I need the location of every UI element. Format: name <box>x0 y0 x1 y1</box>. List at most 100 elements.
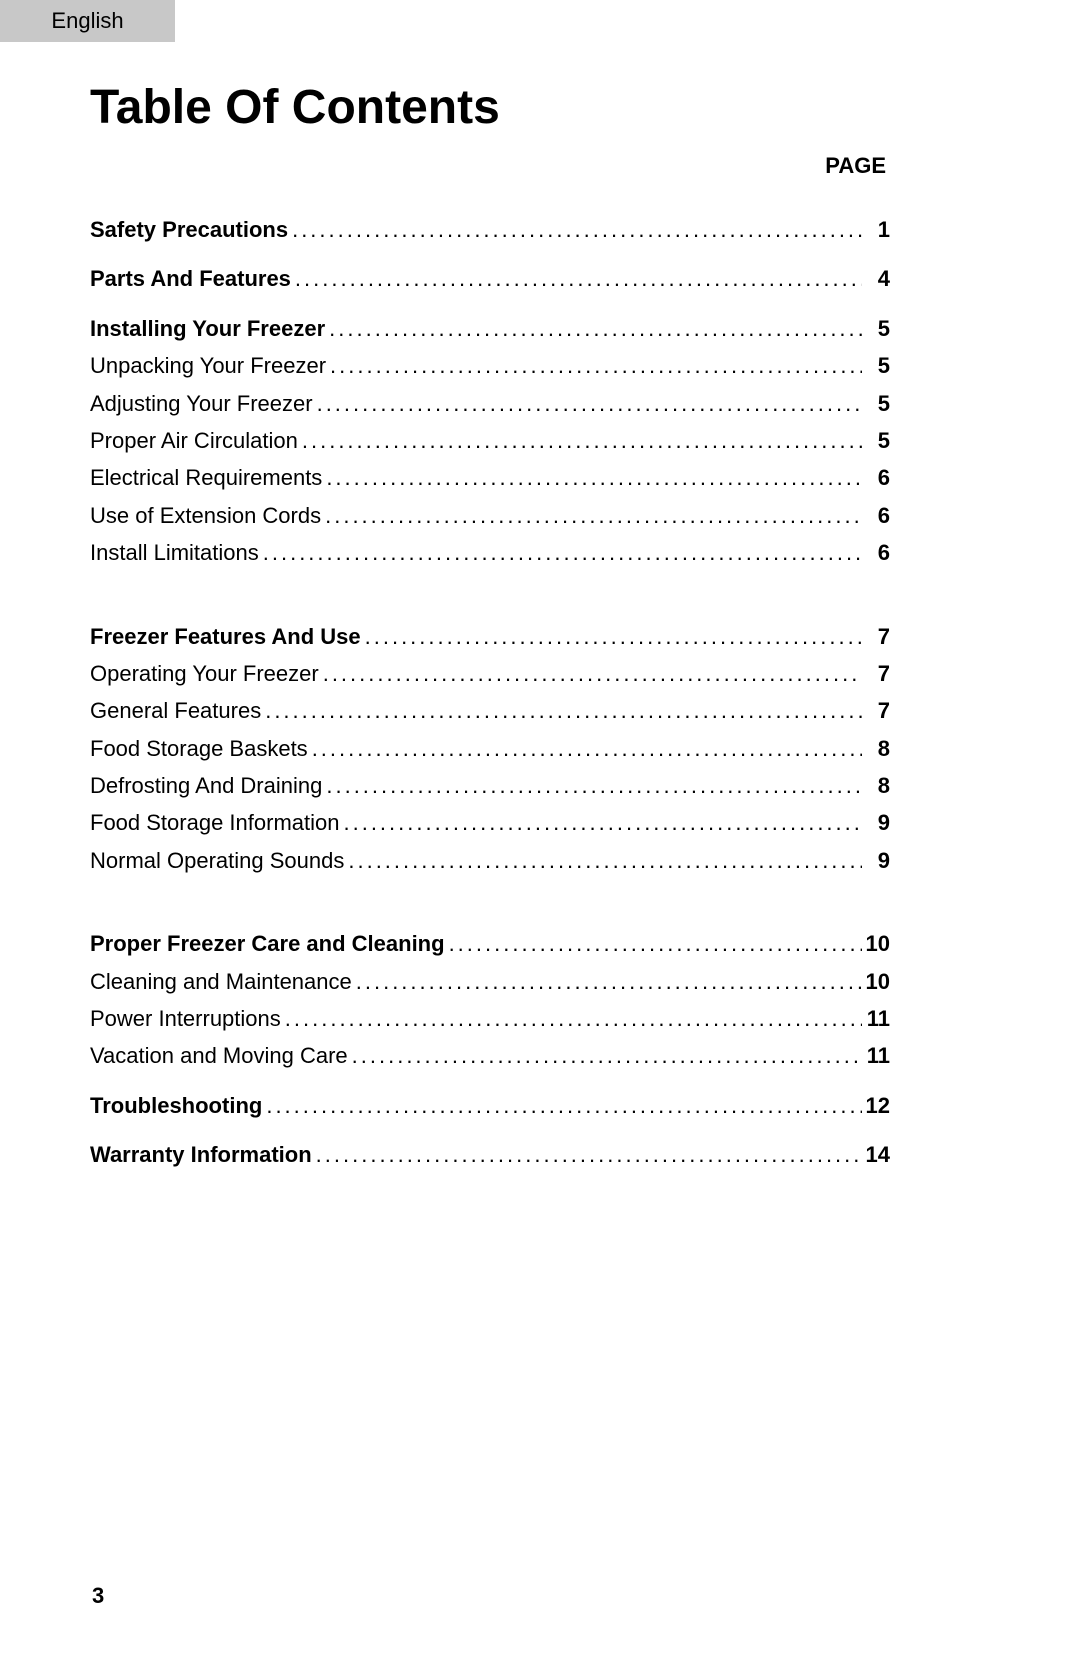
toc-page-number: 7 <box>862 618 890 655</box>
section-gap <box>90 879 890 925</box>
toc-leader-dots <box>266 1087 861 1124</box>
toc-label: Operating Your Freezer <box>90 655 323 692</box>
toc-leader-dots <box>326 767 862 804</box>
small-gap <box>90 248 890 260</box>
toc-line: Installing Your Freezer 5 <box>90 310 890 347</box>
toc-leader-dots <box>263 534 862 571</box>
toc-page-number: 7 <box>862 655 890 692</box>
toc-line: Power Interruptions 11 <box>90 1000 890 1037</box>
page-column-header: PAGE <box>90 153 890 179</box>
toc-line: Electrical Requirements 6 <box>90 459 890 496</box>
toc-line: Adjusting Your Freezer 5 <box>90 385 890 422</box>
toc-label: Cleaning and Maintenance <box>90 963 356 1000</box>
toc-leader-dots <box>343 804 862 841</box>
toc-label: Freezer Features And Use <box>90 618 365 655</box>
toc-line: Use of Extension Cords 6 <box>90 497 890 534</box>
toc-label: Defrosting And Draining <box>90 767 326 804</box>
toc-label: Vacation and Moving Care <box>90 1037 352 1074</box>
toc-line: Proper Freezer Care and Cleaning 10 <box>90 925 890 962</box>
toc-label: Normal Operating Sounds <box>90 842 348 879</box>
toc-leader-dots <box>285 1000 862 1037</box>
toc-leader-dots <box>312 730 862 767</box>
toc-leader-dots <box>330 347 862 384</box>
small-gap <box>90 1124 890 1136</box>
toc-page-number: 5 <box>862 347 890 384</box>
toc-line: General Features 7 <box>90 692 890 729</box>
content-area: Table Of Contents PAGE Safety Precaution… <box>90 80 890 1174</box>
toc-leader-dots <box>302 422 862 459</box>
toc-leader-dots <box>326 459 862 496</box>
toc-leader-dots <box>348 842 862 879</box>
toc-label: Unpacking Your Freezer <box>90 347 330 384</box>
toc-page-number: 5 <box>862 422 890 459</box>
toc-label: Troubleshooting <box>90 1087 266 1124</box>
language-label: English <box>51 8 123 34</box>
toc-leader-dots <box>265 692 862 729</box>
toc-label: Food Storage Information <box>90 804 343 841</box>
small-gap <box>90 1075 890 1087</box>
toc-line: Install Limitations 6 <box>90 534 890 571</box>
toc-label: Use of Extension Cords <box>90 497 325 534</box>
toc-page-number: 6 <box>862 497 890 534</box>
toc-line: Proper Air Circulation 5 <box>90 422 890 459</box>
toc-leader-dots <box>325 497 862 534</box>
toc-label: Proper Freezer Care and Cleaning <box>90 925 449 962</box>
toc-leader-dots <box>323 655 862 692</box>
toc-leader-dots <box>316 1136 862 1173</box>
toc-label: Food Storage Baskets <box>90 730 312 767</box>
toc-label: Electrical Requirements <box>90 459 326 496</box>
toc-page-number: 8 <box>862 730 890 767</box>
toc-page-number: 5 <box>862 310 890 347</box>
toc-page-number: 6 <box>862 534 890 571</box>
toc-label: Proper Air Circulation <box>90 422 302 459</box>
toc-line: Defrosting And Draining 8 <box>90 767 890 804</box>
toc-page-number: 6 <box>862 459 890 496</box>
toc-label: Install Limitations <box>90 534 263 571</box>
toc-label: Warranty Information <box>90 1136 316 1173</box>
toc-leader-dots <box>329 310 862 347</box>
toc-page-number: 12 <box>862 1087 890 1124</box>
toc-page-number: 14 <box>862 1136 890 1173</box>
toc-label: Safety Precautions <box>90 211 292 248</box>
toc-line: Troubleshooting 12 <box>90 1087 890 1124</box>
toc-page-number: 10 <box>862 963 890 1000</box>
toc-page-number: 11 <box>862 1037 890 1074</box>
toc-line: Cleaning and Maintenance 10 <box>90 963 890 1000</box>
toc-leader-dots <box>356 963 862 1000</box>
toc-page-number: 1 <box>862 211 890 248</box>
page-root: English Table Of Contents PAGE Safety Pr… <box>0 0 1080 1669</box>
toc-line: Normal Operating Sounds 9 <box>90 842 890 879</box>
toc-label: Installing Your Freezer <box>90 310 329 347</box>
toc-page-number: 10 <box>862 925 890 962</box>
toc-leader-dots <box>292 211 862 248</box>
toc-page-number: 11 <box>862 1000 890 1037</box>
toc-line: Safety Precautions 1 <box>90 211 890 248</box>
toc-page-number: 7 <box>862 692 890 729</box>
toc-label: Power Interruptions <box>90 1000 285 1037</box>
toc-line: Vacation and Moving Care 11 <box>90 1037 890 1074</box>
toc-label: Parts And Features <box>90 260 295 297</box>
toc-line: Unpacking Your Freezer 5 <box>90 347 890 384</box>
toc-leader-dots <box>449 925 862 962</box>
toc-line: Warranty Information 14 <box>90 1136 890 1173</box>
toc-line: Freezer Features And Use 7 <box>90 618 890 655</box>
toc-label: Adjusting Your Freezer <box>90 385 317 422</box>
toc-leader-dots <box>352 1037 862 1074</box>
section-gap <box>90 572 890 618</box>
toc-leader-dots <box>295 260 862 297</box>
toc-page-number: 4 <box>862 260 890 297</box>
table-of-contents: Safety Precautions 1 Parts And Features 4 In… <box>90 211 890 1174</box>
toc-page-number: 8 <box>862 767 890 804</box>
toc-line: Food Storage Information 9 <box>90 804 890 841</box>
small-gap <box>90 298 890 310</box>
toc-line: Operating Your Freezer 7 <box>90 655 890 692</box>
page-title: Table Of Contents <box>90 80 890 135</box>
toc-label: General Features <box>90 692 265 729</box>
toc-page-number: 5 <box>862 385 890 422</box>
toc-line: Food Storage Baskets 8 <box>90 730 890 767</box>
toc-page-number: 9 <box>862 804 890 841</box>
toc-leader-dots <box>317 385 862 422</box>
language-tab: English <box>0 0 175 42</box>
toc-page-number: 9 <box>862 842 890 879</box>
toc-line: Parts And Features 4 <box>90 260 890 297</box>
